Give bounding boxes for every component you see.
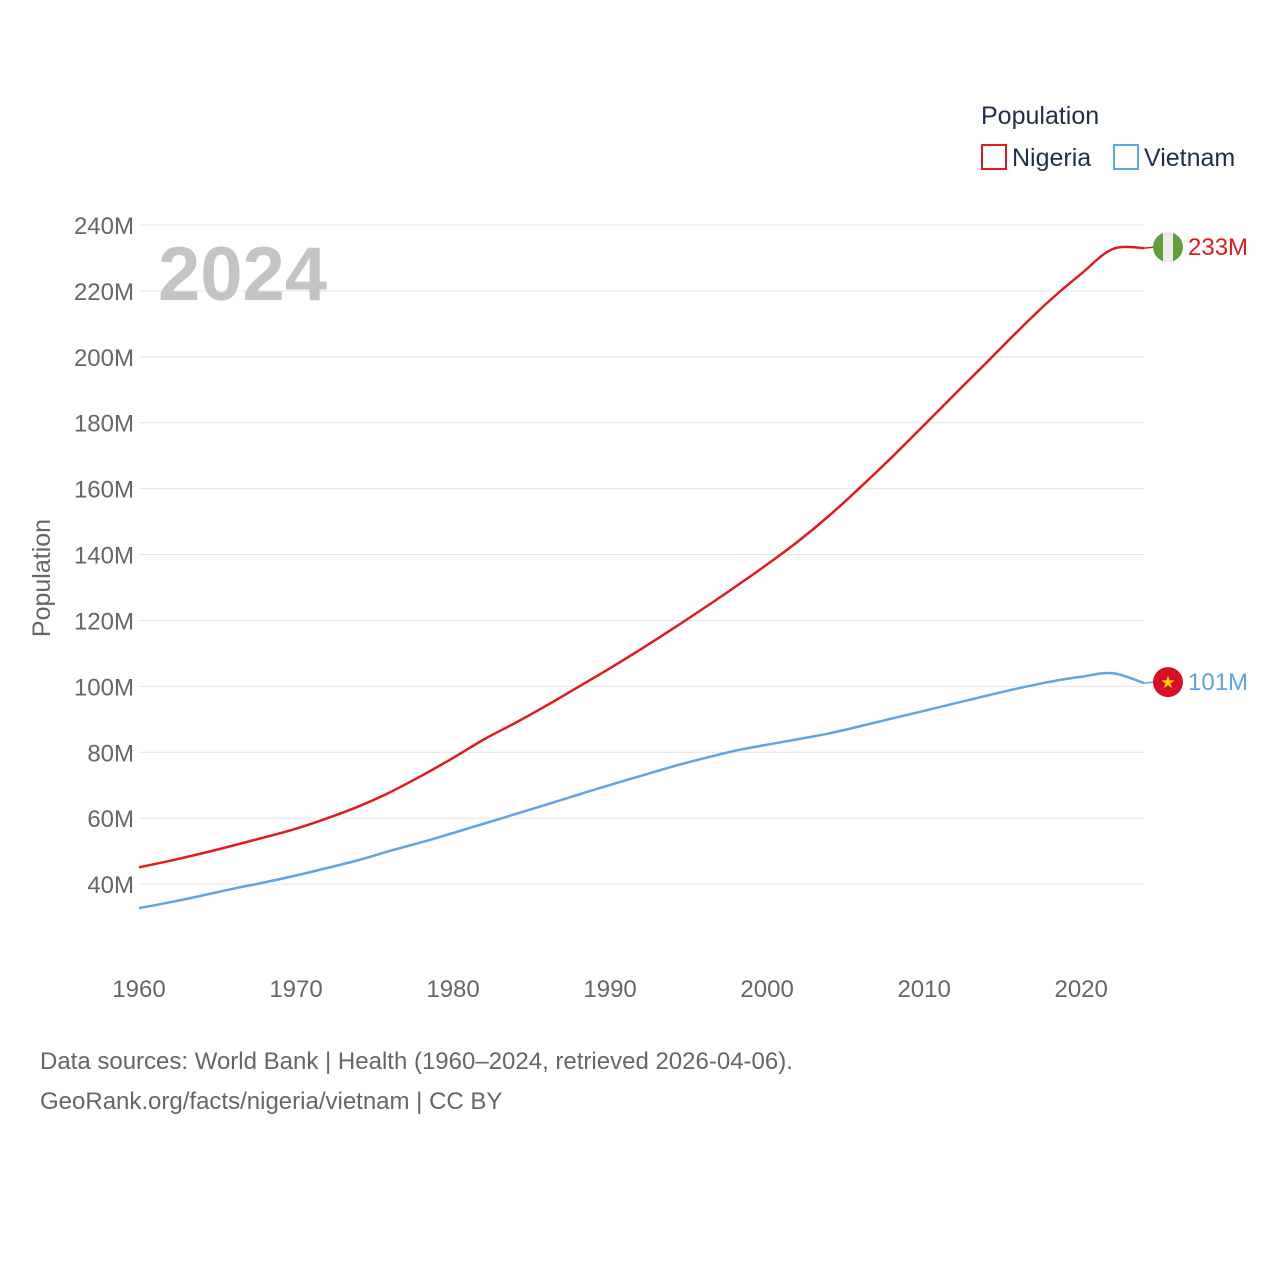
x-axis: 1960 1970 1980 1990 2000 2010 2020 [112,976,1108,1003]
y-tick-label: 200M [74,345,134,372]
x-tick-label: 1960 [112,976,165,1003]
y-tick-label: 60M [87,806,134,833]
y-tick-label: 220M [74,279,134,306]
legend-label-vietnam: Vietnam [1144,144,1235,172]
y-tick-label: 240M [74,213,134,240]
y-tick-label: 120M [74,608,134,635]
end-value-label-nigeria: 233M [1188,234,1248,261]
x-tick-label: 2010 [897,976,950,1003]
series-lines [138,245,1145,910]
nigeria-flag-icon [1153,232,1183,263]
end-connector-vietnam [1143,681,1155,684]
end-connector-nigeria [1143,246,1155,249]
series-line-vietnam[interactable] [138,671,1145,910]
series-line-nigeria[interactable] [138,245,1145,869]
end-value-label-vietnam: 101M [1188,669,1248,696]
legend-item-vietnam[interactable]: Vietnam [1113,144,1235,172]
year-watermark: 2024 [158,232,327,317]
legend: Population Nigeria Vietnam [981,102,1235,172]
legend-item-nigeria[interactable]: Nigeria [981,144,1091,172]
x-tick-label: 1980 [426,976,479,1003]
x-tick-label: 2000 [740,976,793,1003]
y-tick-label: 160M [74,477,134,504]
y-tick-label: 40M [87,872,134,899]
legend-title: Population [981,102,1099,130]
x-tick-label: 1990 [583,976,636,1003]
series-end-markers: 233M ★ 101M [1143,232,1248,698]
y-tick-label: 100M [74,674,134,701]
y-axis-title: Population [28,519,56,637]
svg-text:★: ★ [1160,673,1175,693]
footer-sources: Data sources: World Bank | Health (1960–… [40,1048,793,1075]
y-tick-label: 140M [74,543,134,570]
vietnam-flag-icon: ★ [1153,667,1183,698]
legend-swatch-nigeria [981,144,1007,170]
legend-label-nigeria: Nigeria [1012,144,1091,172]
y-tick-label: 80M [87,740,134,767]
footer: Data sources: World Bank | Health (1960–… [40,1042,793,1122]
y-tick-label: 180M [74,411,134,438]
y-axis: 40M 60M 80M 100M 120M 140M 160M 180M 200M 220M 240… [74,213,134,899]
x-tick-label: 1970 [269,976,322,1003]
legend-swatch-vietnam [1113,144,1139,170]
grid-lines [139,224,1144,885]
x-tick-label: 2020 [1054,976,1107,1003]
footer-attribution: GeoRank.org/facts/nigeria/vietnam | CC B… [40,1088,503,1115]
